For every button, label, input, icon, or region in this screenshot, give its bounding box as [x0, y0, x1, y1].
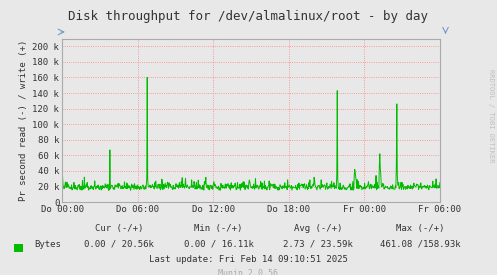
- Text: Cur (-/+): Cur (-/+): [95, 224, 144, 233]
- Text: 0.00 / 20.56k: 0.00 / 20.56k: [84, 240, 154, 249]
- Text: Bytes: Bytes: [34, 240, 61, 249]
- Text: 0.00 / 16.11k: 0.00 / 16.11k: [184, 240, 253, 249]
- Y-axis label: Pr second read (-) / write (+): Pr second read (-) / write (+): [19, 40, 28, 201]
- Text: Disk throughput for /dev/almalinux/root - by day: Disk throughput for /dev/almalinux/root …: [69, 10, 428, 23]
- Text: Last update: Fri Feb 14 09:10:51 2025: Last update: Fri Feb 14 09:10:51 2025: [149, 255, 348, 264]
- Text: Min (-/+): Min (-/+): [194, 224, 243, 233]
- Text: Max (-/+): Max (-/+): [396, 224, 444, 233]
- Text: Avg (-/+): Avg (-/+): [294, 224, 342, 233]
- Text: 461.08 /158.93k: 461.08 /158.93k: [380, 240, 460, 249]
- Text: Munin 2.0.56: Munin 2.0.56: [219, 269, 278, 275]
- Text: 2.73 / 23.59k: 2.73 / 23.59k: [283, 240, 353, 249]
- Text: RRDTOOL / TOBI OETIKER: RRDTOOL / TOBI OETIKER: [488, 69, 494, 162]
